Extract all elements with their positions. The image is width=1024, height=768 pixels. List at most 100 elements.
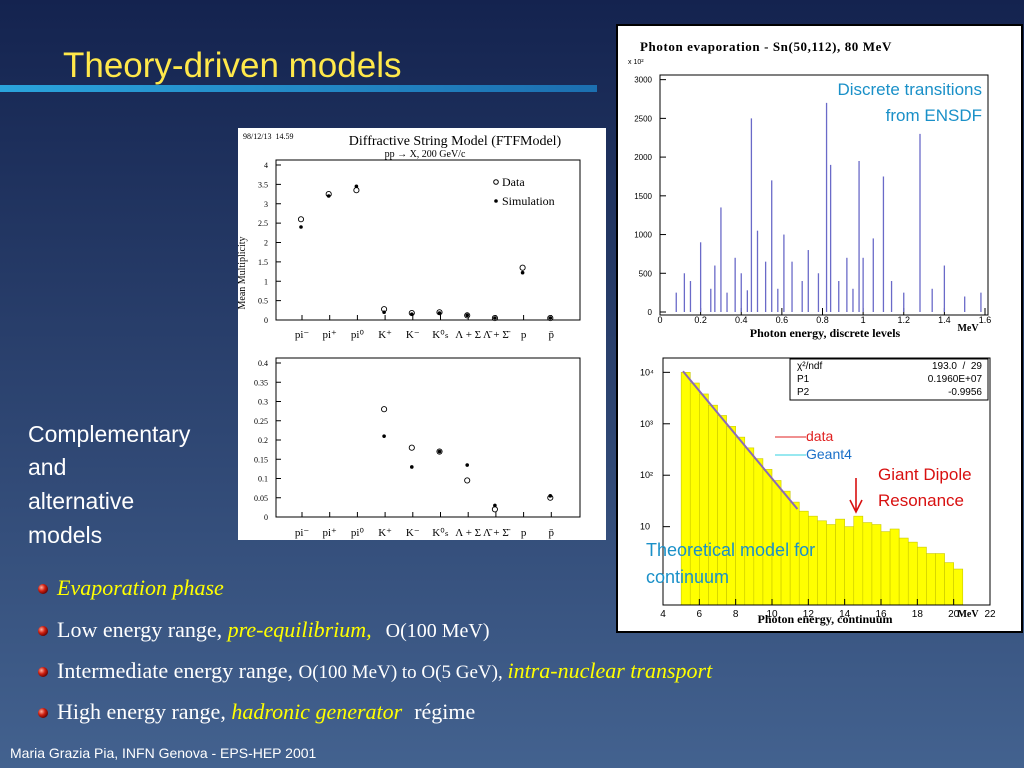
histogram-bar bbox=[880, 531, 891, 606]
x-tick-label: 8 bbox=[733, 609, 739, 620]
simulation-point bbox=[410, 465, 414, 469]
histogram-bar bbox=[889, 528, 900, 606]
histogram-bar bbox=[926, 553, 936, 606]
plot-frame bbox=[662, 357, 991, 606]
histogram-bar bbox=[753, 458, 764, 606]
x-axis-unit: MeV bbox=[957, 609, 979, 620]
legend-marker bbox=[494, 199, 498, 203]
x-axis-label: Photon energy, continuum bbox=[757, 612, 892, 626]
ftf-panel bbox=[238, 128, 606, 540]
plot-title: Diffractive String Model (FTFModel) bbox=[349, 134, 562, 149]
x-tick-label: K⁻ bbox=[406, 527, 420, 539]
stats-key: P1 bbox=[797, 374, 810, 385]
data-point bbox=[381, 406, 388, 413]
simulation-point bbox=[437, 311, 442, 315]
y-tick-label: 3.5 bbox=[258, 180, 268, 189]
histogram-bar bbox=[871, 524, 882, 606]
y-tick-label: 0.15 bbox=[254, 455, 268, 464]
scale-note: x 10² bbox=[628, 59, 644, 66]
y-tick-label: 4 bbox=[264, 161, 268, 170]
simulation-point bbox=[354, 184, 359, 189]
arrow bbox=[849, 478, 863, 514]
histogram-bar bbox=[898, 537, 909, 606]
x-tick-label: K⁰ₛ bbox=[432, 527, 448, 539]
side-line: alternative bbox=[28, 488, 134, 514]
bullet: High energy range, hadronic generator rég… bbox=[57, 699, 475, 724]
histogram-bar bbox=[944, 562, 954, 606]
footer: Maria Grazia Pia, INFN Genova - EPS-HEP … bbox=[10, 745, 317, 761]
bullet-part: hadronic generator bbox=[231, 699, 402, 724]
simulation-point bbox=[465, 313, 470, 318]
x-tick-label: K⁰ₛ bbox=[432, 329, 448, 341]
annotation: Discrete transitions bbox=[837, 80, 982, 99]
y-tick-label: 2000 bbox=[634, 153, 652, 162]
plot-frame bbox=[275, 357, 581, 518]
x-tick-label: Λ + Σ bbox=[455, 527, 481, 539]
simulation-point bbox=[299, 225, 303, 229]
simulation-point bbox=[520, 270, 525, 275]
stats-key: χ²/ndf bbox=[797, 361, 822, 372]
bullets: Evaporation phase Low energy range, pre-… bbox=[38, 575, 713, 724]
x-tick-label: 0.4 bbox=[735, 315, 748, 325]
y-tick-label: 2.5 bbox=[258, 219, 268, 228]
stats-value: 193.0 / 29 bbox=[932, 361, 982, 372]
y-tick-label: 0.4 bbox=[258, 359, 268, 368]
x-tick-label: 14 bbox=[839, 609, 851, 620]
y-tick-label: 0.2 bbox=[258, 436, 268, 445]
x-tick-label: pi⁰ bbox=[351, 329, 365, 341]
x-tick-label: 0 bbox=[657, 315, 662, 325]
bullet-icon bbox=[38, 708, 48, 718]
x-tick-label: 0.6 bbox=[776, 315, 789, 325]
plot-subtitle: pp → X, 200 GeV/c bbox=[385, 149, 466, 160]
y-tick-label: 2500 bbox=[634, 114, 652, 123]
x-axis-label: Photon energy, discrete levels bbox=[750, 326, 901, 340]
bullet-icon bbox=[38, 626, 48, 636]
histogram-bar bbox=[853, 515, 864, 606]
y-tick-label: 1 bbox=[264, 277, 268, 286]
x-tick-label: p̄ bbox=[549, 527, 555, 539]
x-tick-label: 1.6 bbox=[979, 315, 992, 325]
annotation: continuum bbox=[646, 567, 729, 587]
x-tick-label: K⁺ bbox=[378, 329, 392, 341]
legend-label: Simulation bbox=[502, 194, 555, 208]
simulation-point bbox=[493, 503, 497, 508]
x-axis-unit: MeV bbox=[957, 323, 979, 334]
y-tick-label: 0.35 bbox=[254, 378, 268, 387]
x-tick-label: 22 bbox=[984, 609, 996, 620]
y-tick-label: 0.1 bbox=[258, 475, 268, 484]
x-tick-label: 1.4 bbox=[938, 315, 951, 325]
legend-label: Data bbox=[502, 175, 525, 189]
annotation: Giant Dipole bbox=[878, 465, 972, 484]
side-line: models bbox=[28, 522, 102, 548]
legend-label: Geant4 bbox=[806, 446, 852, 462]
plot-title: Photon evaporation - Sn(50,112), 80 MeV bbox=[640, 39, 892, 54]
x-tick-label: 10 bbox=[766, 609, 778, 620]
histogram-bar bbox=[808, 515, 818, 606]
histogram-bar bbox=[935, 553, 945, 606]
slide-title: Theory-driven models bbox=[63, 46, 401, 85]
y-tick-label: 0.3 bbox=[258, 398, 268, 407]
x-tick-label: 1 bbox=[861, 315, 866, 325]
bullet-part: High energy range, bbox=[57, 699, 231, 724]
y-tick-label: 3000 bbox=[634, 76, 652, 85]
bullet: Evaporation phase bbox=[56, 575, 224, 600]
bullet-icon bbox=[38, 584, 48, 594]
simulation-point bbox=[410, 312, 414, 316]
x-tick-label: K⁺ bbox=[378, 527, 392, 539]
simulation-point bbox=[382, 434, 386, 438]
plot-stamp: 98/12/13 14.59 bbox=[243, 132, 293, 141]
side-line: Complementary bbox=[28, 421, 191, 447]
annotation: Resonance bbox=[878, 491, 964, 510]
annotation: Theoretical model for bbox=[646, 540, 815, 560]
x-tick-label: Λ̄ + Σ̄ bbox=[483, 527, 511, 539]
bullet-part: intra-nuclear transport bbox=[507, 658, 713, 683]
histogram-bar bbox=[953, 568, 964, 606]
y-tick-label: 0 bbox=[264, 316, 268, 325]
simulation-point bbox=[382, 310, 386, 315]
x-tick-label: Λ + Σ bbox=[455, 329, 481, 341]
y-tick-label: 10⁴ bbox=[640, 367, 654, 377]
y-tick-label: 0.25 bbox=[254, 417, 268, 426]
data-point bbox=[297, 216, 305, 223]
